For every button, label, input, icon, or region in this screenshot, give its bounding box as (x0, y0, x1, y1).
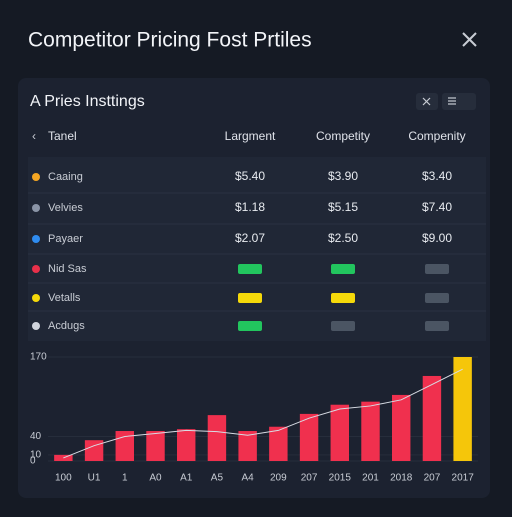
row-icon (32, 173, 40, 181)
row-icon (32, 265, 40, 273)
bar (238, 431, 257, 461)
row-label: Vetalls (48, 292, 81, 304)
bar (115, 431, 134, 461)
bar (207, 415, 227, 461)
window-title: Competitor Pricing Fost Prtiles (28, 29, 312, 52)
price-cell: $3.90 (328, 169, 358, 183)
bar (392, 394, 411, 461)
bar (330, 404, 349, 461)
x-tick-label: 207 (424, 473, 441, 484)
price-cell: $5.15 (328, 200, 358, 214)
status-badge (238, 264, 262, 274)
bar (54, 454, 73, 461)
x-tick-label: U1 (88, 473, 101, 484)
x-tick-label: 207 (301, 473, 318, 484)
y-tick-label: 10 (30, 450, 42, 461)
column-header: Largment (225, 129, 276, 143)
price-cell: $1.18 (235, 200, 265, 214)
row-icon (32, 322, 40, 330)
close-button[interactable] (462, 32, 477, 47)
bar (299, 413, 319, 461)
bar (146, 431, 165, 461)
status-badge (331, 293, 355, 303)
price-cell: $2.07 (235, 231, 265, 245)
bar (453, 357, 472, 461)
status-badge (331, 321, 355, 331)
x-tick-label: 100 (55, 473, 72, 484)
sort-icon: ‹ (32, 129, 36, 143)
trend-line (63, 368, 463, 459)
row-icon (32, 204, 40, 212)
status-badge (425, 321, 449, 331)
row-label: Acdugs (48, 320, 85, 332)
price-cell: $9.00 (422, 231, 452, 245)
y-tick-label: 170 (30, 352, 47, 363)
x-tick-label: 2017 (452, 473, 475, 484)
x-tick-label: A4 (242, 473, 255, 484)
x-tick-label: 2018 (390, 473, 413, 484)
y-tick-label: 0 (30, 456, 36, 467)
price-cell: $2.50 (328, 231, 358, 245)
row-label: Velvies (48, 202, 83, 214)
x-tick-label: A5 (211, 473, 224, 484)
x-tick-label: 2015 (329, 473, 352, 484)
y-tick-label: 40 (30, 431, 42, 442)
x-tick-label: 201 (362, 473, 379, 484)
row-icon (32, 294, 40, 302)
price-cell: $5.40 (235, 169, 265, 183)
status-badge (331, 264, 355, 274)
row-label: Payaer (48, 233, 83, 245)
status-badge (425, 293, 449, 303)
bar (177, 429, 196, 461)
bar (269, 426, 288, 461)
x-tick-label: A0 (149, 473, 162, 484)
x-tick-label: A1 (180, 473, 193, 484)
bar (422, 375, 442, 461)
column-header: Tanel (48, 129, 77, 143)
table-body (28, 157, 486, 341)
column-header: Compenity (408, 129, 465, 143)
bar (84, 440, 104, 461)
price-cell: $7.40 (422, 200, 452, 214)
row-label: Nid Sas (48, 263, 87, 275)
status-badge (425, 264, 449, 274)
panel-title: A Pries Insttings (30, 93, 145, 110)
price-cell: $3.40 (422, 169, 452, 183)
x-tick-label: 1 (122, 473, 128, 484)
row-label: Caaing (48, 171, 83, 183)
status-badge (238, 321, 262, 331)
status-badge (238, 293, 262, 303)
bar (361, 401, 380, 461)
row-icon (32, 235, 40, 243)
menu-button[interactable] (442, 93, 476, 110)
column-header: Competity (316, 129, 370, 143)
x-tick-label: 209 (270, 473, 287, 484)
